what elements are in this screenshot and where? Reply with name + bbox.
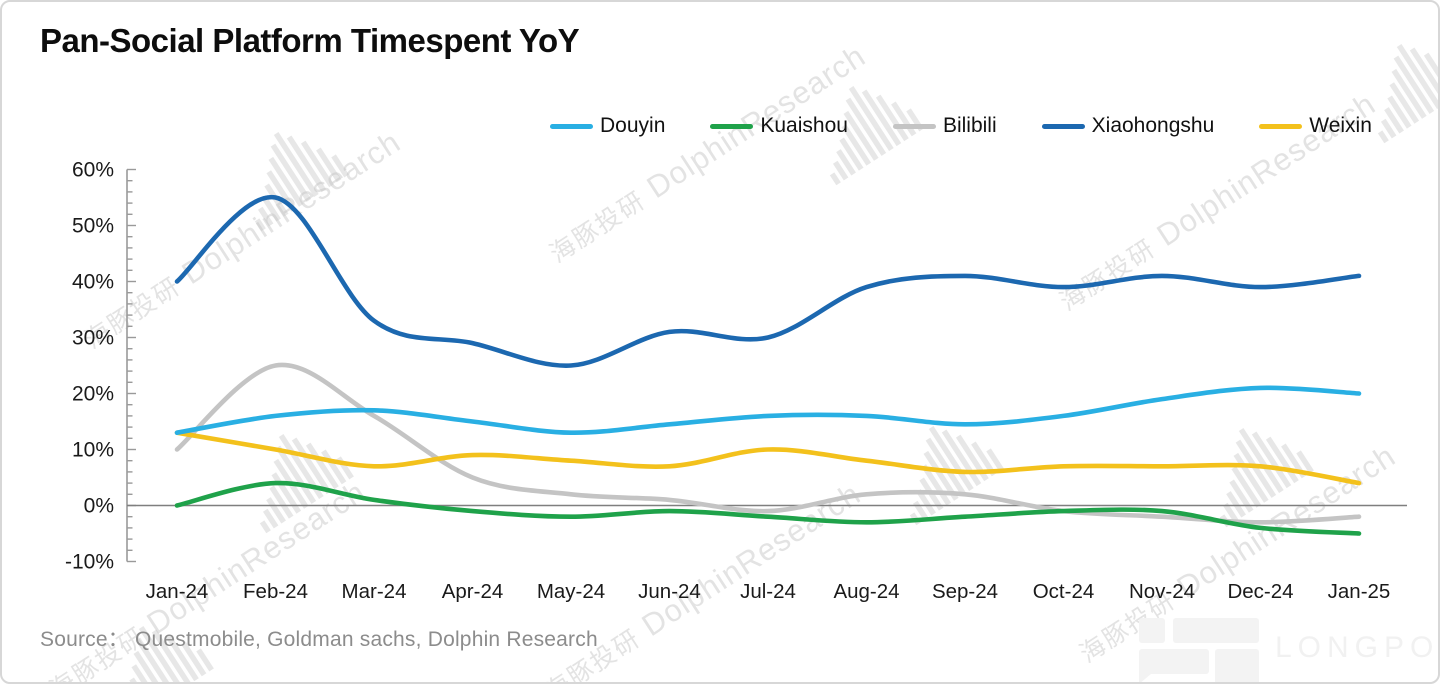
y-axis-labels: -10% 0% 10% 20% 30% 40% 50% 60%	[65, 159, 114, 574]
chart-legend: Douyin Kuaishou Bilibili Xiaohongshu Weixin	[550, 114, 1372, 138]
series-line-kuaishou	[174, 480, 1362, 536]
x-tick-label: Feb-24	[243, 580, 308, 603]
legend-label: Bilibili	[942, 114, 997, 137]
legend-item-kuaishou: Kuaishou	[710, 114, 848, 138]
chart-title: Pan-Social Platform Timespent YoY	[40, 22, 580, 59]
legend-item-bilibili: Bilibili	[892, 114, 997, 138]
legend-swatch-douyin	[550, 123, 593, 129]
legend-swatch-bilibili	[892, 123, 936, 129]
longport-logo-text: LONGPORT	[1275, 631, 1440, 664]
y-tick-label: -10%	[65, 551, 114, 574]
series-line-bilibili	[174, 362, 1362, 525]
x-tick-label: Mar-24	[342, 580, 407, 603]
series-line-xiaohongshu	[174, 195, 1362, 368]
y-tick-label: 40%	[72, 271, 114, 294]
longport-logo-mark	[1139, 618, 1259, 682]
legend-item-weixin: Weixin	[1259, 114, 1372, 138]
legend-swatch-weixin	[1259, 123, 1303, 129]
source-note: Source： Questmobile, Goldman sachs, Dolp…	[40, 628, 598, 651]
x-tick-label: Oct-24	[1033, 580, 1095, 603]
y-axis	[126, 168, 136, 563]
legend-label: Xiaohongshu	[1091, 114, 1215, 137]
legend-label: Kuaishou	[760, 114, 848, 137]
x-tick-label: Jul-24	[740, 580, 796, 603]
y-tick-label: 50%	[72, 215, 114, 238]
x-tick-label: Jan-24	[146, 580, 209, 603]
y-tick-label: 60%	[72, 159, 114, 182]
y-tick-label: 10%	[72, 439, 114, 462]
legend-label: Douyin	[600, 114, 666, 137]
series-line-douyin	[174, 385, 1362, 436]
series-line-weixin	[174, 430, 1362, 486]
legend-item-xiaohongshu: Xiaohongshu	[1041, 114, 1215, 138]
y-tick-label: 20%	[72, 383, 114, 406]
x-tick-label: Jan-25	[1328, 580, 1391, 603]
y-tick-label: 30%	[72, 327, 114, 350]
x-tick-label: Dec-24	[1227, 580, 1293, 603]
x-tick-label: Nov-24	[1129, 580, 1195, 603]
legend-label: Weixin	[1309, 114, 1372, 137]
legend-item-douyin: Douyin	[550, 114, 665, 138]
legend-swatch-kuaishou	[710, 123, 754, 129]
longport-logo: LONGPORT	[1135, 611, 1440, 682]
y-tick-label: 0%	[84, 495, 114, 518]
x-tick-label: May-24	[537, 580, 605, 603]
x-axis-labels: Jan-24 Feb-24 Mar-24 Apr-24 May-24 Jun-24 Jul-…	[146, 580, 1391, 603]
x-tick-label: Sep-24	[932, 580, 998, 603]
x-tick-label: Aug-24	[833, 580, 899, 603]
legend-swatch-xiaohongshu	[1041, 123, 1085, 129]
x-tick-label: Jun-24	[638, 580, 701, 603]
x-tick-label: Apr-24	[442, 580, 504, 603]
